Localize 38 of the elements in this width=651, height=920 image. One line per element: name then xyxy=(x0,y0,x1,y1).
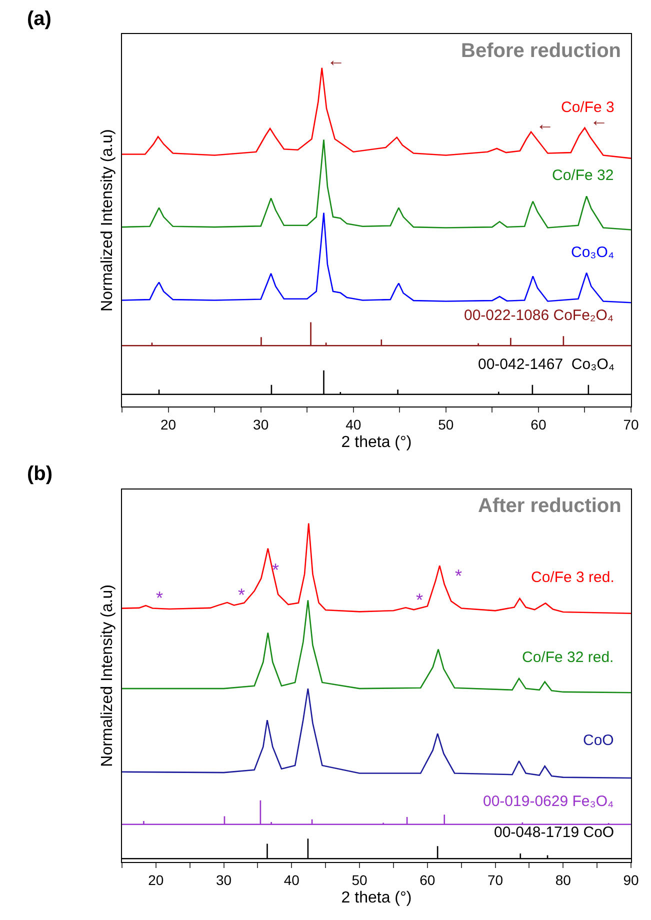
chart-title: (b) xyxy=(27,463,53,485)
x-tick-label: 90 xyxy=(623,872,639,888)
x-tick-label: 60 xyxy=(530,416,546,432)
annotation: * xyxy=(156,588,164,608)
series-label: Co₃O₄ xyxy=(571,244,614,261)
annotation: ← xyxy=(327,50,345,70)
series-label: 00-019-0629 Fe₃O₄ xyxy=(483,793,614,810)
series-label: CoO xyxy=(583,732,614,749)
x-tick-label: 70 xyxy=(623,416,639,432)
x-tick-label: 60 xyxy=(420,872,436,888)
x-tick-label: 50 xyxy=(352,872,368,888)
x-axis-title: 2 theta (°) xyxy=(341,434,412,452)
x-tick-label: 20 xyxy=(160,416,176,432)
y-axis-title: Normalized Intensity (a.u) xyxy=(98,584,116,767)
x-tick-label: 80 xyxy=(555,872,572,888)
x-tick-label: 20 xyxy=(148,872,164,888)
x-axis-title: 2 theta (°) xyxy=(341,890,412,907)
series-label: Co/Fe 32 xyxy=(552,167,614,184)
x-tick-label: 70 xyxy=(487,872,504,888)
x-tick-label: 40 xyxy=(284,872,300,888)
annotation: ← xyxy=(536,114,554,134)
annotation: * xyxy=(416,590,424,610)
series-label: 00-042-1467 Co₃O₄ xyxy=(478,356,614,373)
y-axis-title: Normalized Intensity (a.u) xyxy=(98,129,116,312)
annotation: * xyxy=(455,566,462,586)
series-label: Co/Fe 32 red. xyxy=(522,649,614,666)
chart-subtitle: Before reduction xyxy=(461,40,622,62)
x-tick-label: 30 xyxy=(216,872,232,888)
x-tick-label: 40 xyxy=(346,416,362,432)
series-label: 00-048-1719 CoO xyxy=(494,824,614,841)
x-tick-label: 50 xyxy=(438,416,454,432)
series-label: 00-022-1086 CoFe₂O₄ xyxy=(464,307,614,324)
chart-title: (a) xyxy=(27,8,52,30)
annotation: * xyxy=(238,585,246,605)
chart-subtitle: After reduction xyxy=(478,495,622,517)
x-tick-label: 30 xyxy=(253,416,269,432)
series-label: Co/Fe 3 red. xyxy=(531,569,614,586)
series-label: Co/Fe 3 xyxy=(561,99,614,116)
